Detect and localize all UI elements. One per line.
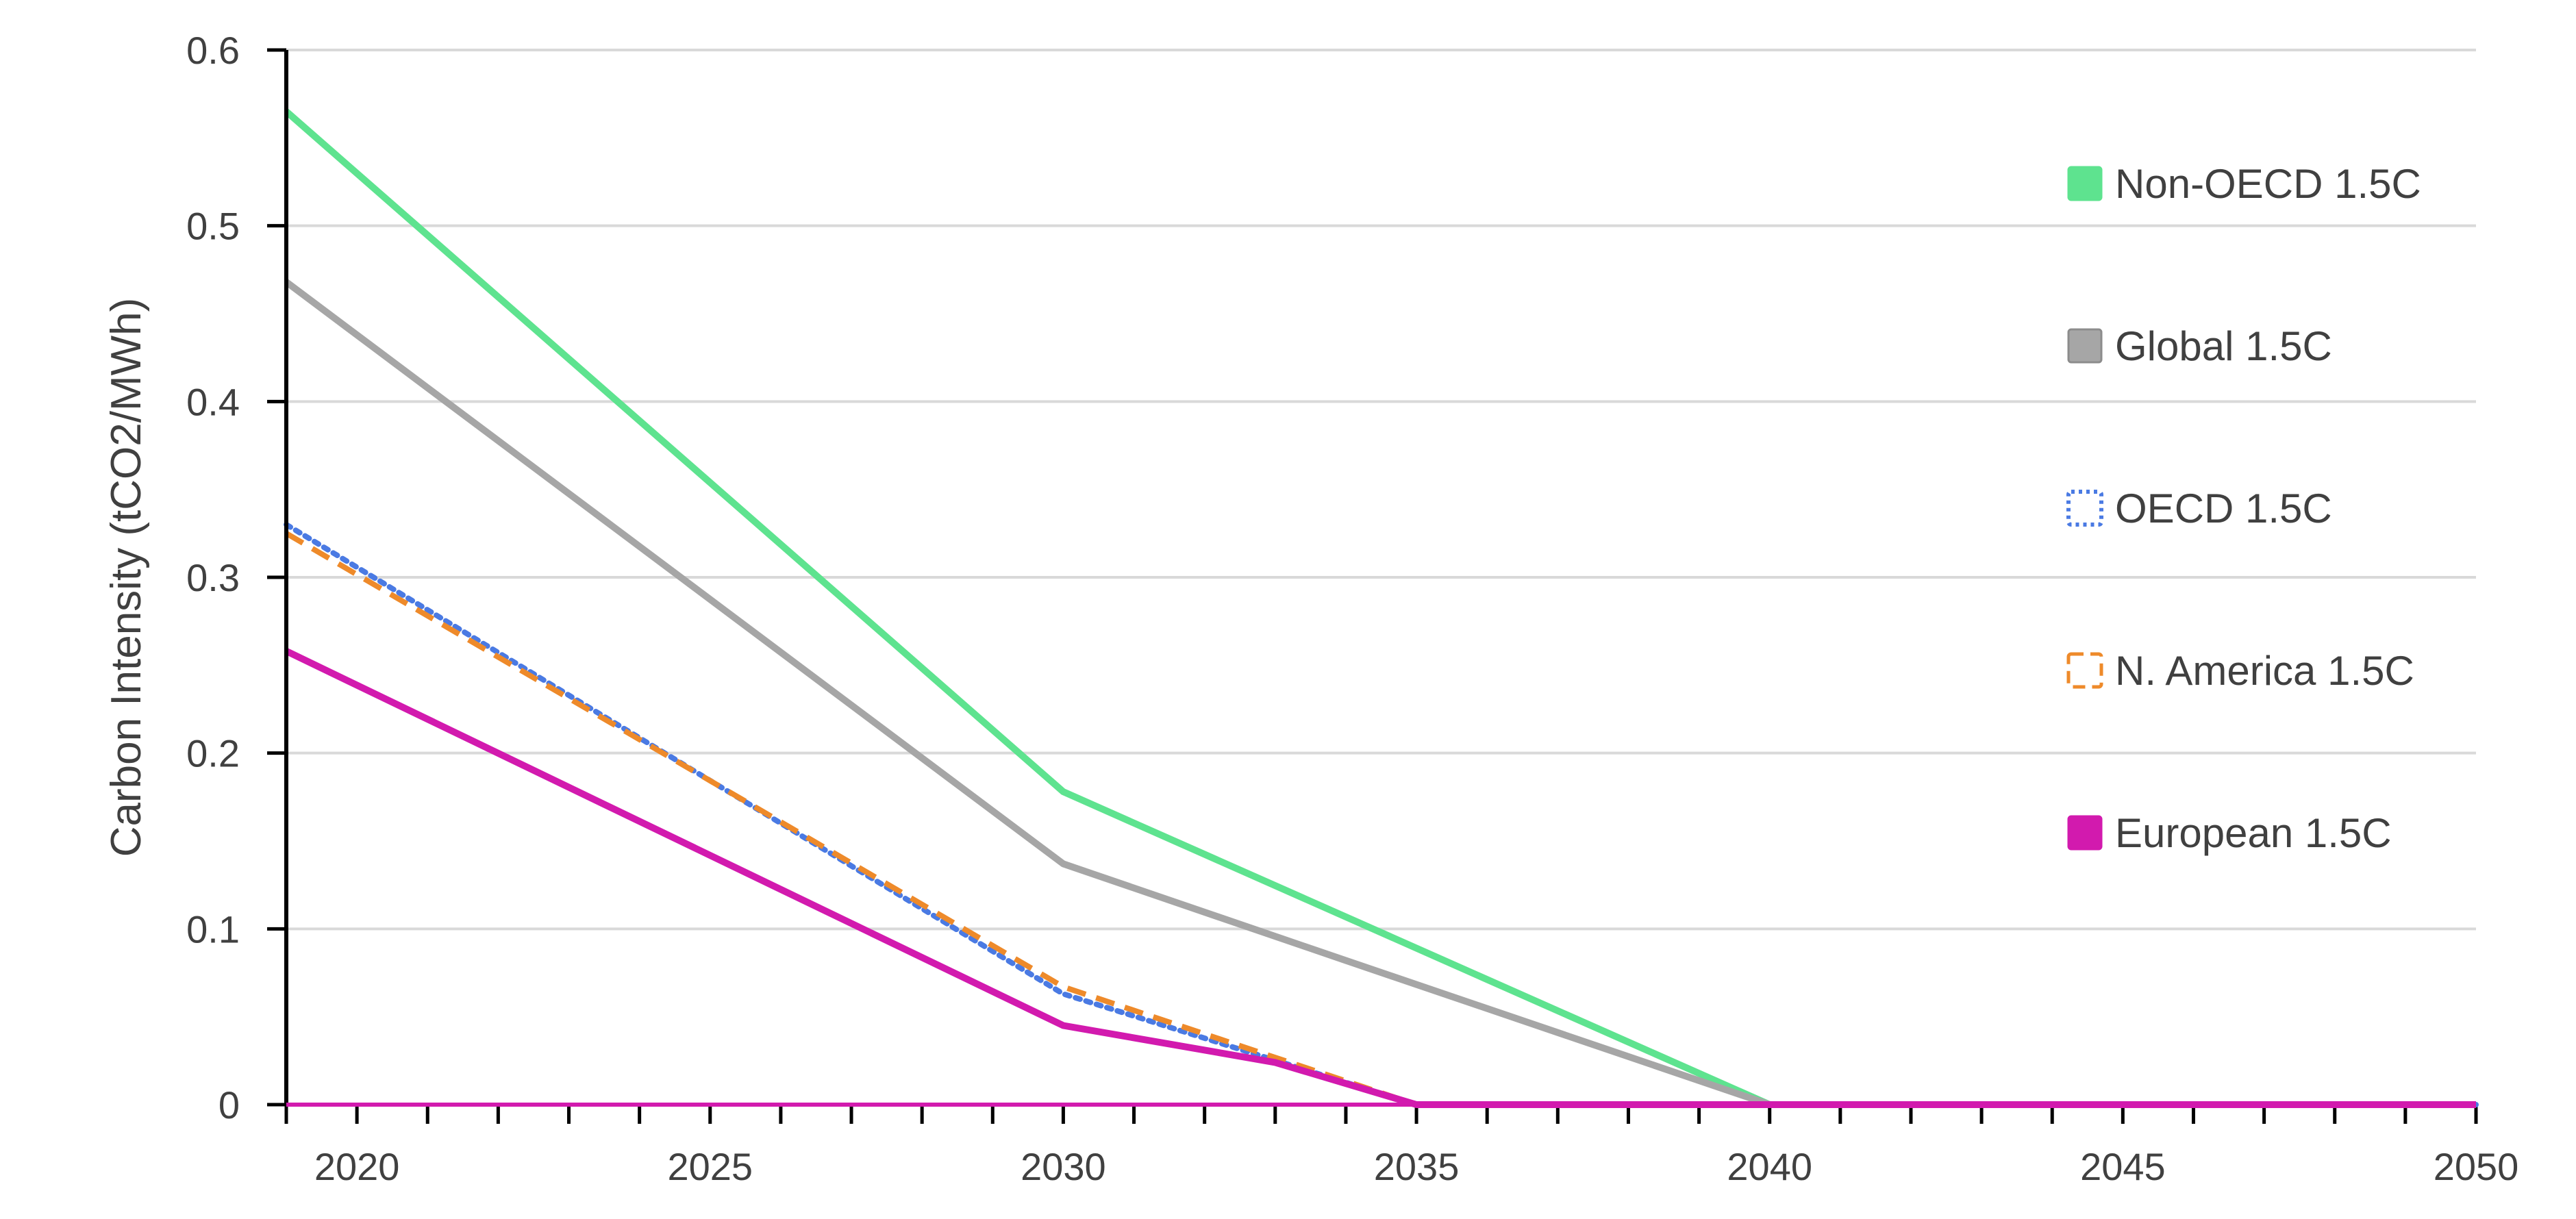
legend-label: Non-OECD 1.5C	[2115, 161, 2421, 207]
x-tick-label: 2050	[2434, 1145, 2519, 1188]
legend-label: Global 1.5C	[2115, 323, 2332, 369]
legend-swatch	[2067, 166, 2103, 201]
legend-label: OECD 1.5C	[2115, 486, 2332, 531]
series-layer	[284, 109, 2479, 1108]
y-tick-label: 0.6	[186, 29, 240, 72]
series-line-0	[284, 109, 2476, 1108]
y-tick-label: 0.3	[186, 556, 240, 599]
legend-swatch	[2066, 652, 2103, 689]
y-tick-label: 0.4	[186, 380, 240, 423]
legend-label: European 1.5C	[2115, 810, 2392, 856]
legend: Non-OECD 1.5C Global 1.5C OECD 1.5C N. Amer…	[2066, 161, 2421, 856]
x-tick-label: 2025	[667, 1145, 753, 1188]
x-tick-label: 2035	[1374, 1145, 1460, 1188]
y-axis-title: Carbon Intensity (tCO2/MWh)	[103, 298, 150, 857]
legend-swatch	[2067, 328, 2103, 364]
gridlines	[286, 49, 2476, 1106]
y-tick-label: 0.1	[186, 907, 240, 951]
x-axis-tick-labels: 2020 2025 2030 2035 2040 2045 2050	[314, 1145, 2518, 1188]
legend-label: N. America 1.5C	[2115, 648, 2414, 694]
y-tick-label: 0.2	[186, 732, 240, 775]
y-tick-label: 0	[218, 1083, 240, 1127]
x-axis-minor-ticks	[284, 1105, 2478, 1124]
legend-swatch	[2067, 815, 2103, 851]
y-tick-label: 0.5	[186, 205, 240, 248]
y-axis-tick-labels: 0 0.1 0.2 0.3 0.4 0.5 0.6	[186, 29, 286, 1127]
x-tick-label: 2045	[2080, 1145, 2166, 1188]
series-line-3	[284, 531, 2476, 1107]
legend-swatch	[2066, 490, 2103, 527]
x-tick-label: 2030	[1021, 1145, 1106, 1188]
x-tick-label: 2040	[1727, 1145, 1812, 1188]
series-line-4	[284, 648, 2476, 1108]
x-tick-label: 2020	[314, 1145, 400, 1188]
